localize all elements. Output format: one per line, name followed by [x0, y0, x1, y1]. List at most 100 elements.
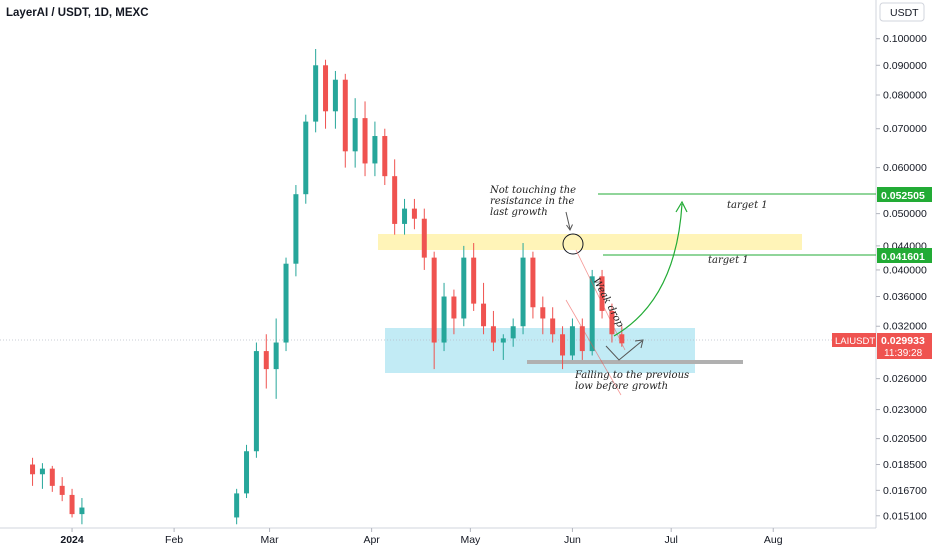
candle[interactable] — [49, 465, 55, 492]
candle[interactable] — [293, 185, 299, 277]
candle[interactable] — [362, 101, 368, 177]
y-tick-label: 0.050000 — [883, 208, 927, 220]
x-tick-label: Mar — [261, 534, 280, 546]
candle[interactable] — [303, 114, 309, 204]
candle[interactable] — [540, 296, 546, 335]
candle-body — [362, 118, 368, 164]
candle[interactable] — [530, 251, 536, 319]
candle[interactable] — [59, 477, 65, 502]
candle[interactable] — [313, 49, 319, 133]
candle[interactable] — [372, 121, 378, 177]
candle[interactable] — [253, 342, 259, 458]
candle-body — [372, 136, 378, 164]
candle-body — [253, 351, 259, 452]
candle-body — [540, 307, 546, 319]
support-zone[interactable] — [385, 328, 695, 373]
candle[interactable] — [332, 70, 338, 129]
candle[interactable] — [382, 128, 388, 186]
candle[interactable] — [234, 488, 240, 525]
currency-button-label: USDT — [890, 7, 919, 19]
candle[interactable] — [79, 498, 85, 525]
currency-button[interactable]: USDT — [879, 2, 925, 22]
svg-text:11:39:28: 11:39:28 — [884, 348, 923, 359]
candle[interactable] — [244, 444, 250, 499]
candle[interactable] — [481, 282, 487, 335]
candle-body — [500, 338, 506, 343]
candle[interactable] — [520, 243, 526, 335]
candle-body — [323, 65, 329, 112]
y-tick-label: 0.015100 — [883, 510, 927, 522]
candle[interactable] — [39, 463, 45, 489]
falling-note-line-2: low before growth — [575, 381, 668, 392]
candle[interactable] — [451, 289, 457, 335]
candle[interactable] — [500, 334, 506, 360]
candle[interactable] — [30, 457, 36, 486]
candle[interactable] — [490, 310, 496, 352]
candle-body — [520, 257, 526, 327]
candle[interactable] — [510, 318, 516, 347]
resistance-note-line-3: last growth — [490, 207, 548, 218]
bounce-arrow[interactable] — [605, 340, 643, 361]
growth-curve-arrow[interactable] — [613, 203, 683, 337]
candle[interactable] — [569, 318, 575, 360]
candle-body — [59, 485, 65, 495]
previous-low-line[interactable] — [527, 360, 743, 364]
candle-body — [49, 468, 55, 486]
resistance-circle[interactable] — [562, 233, 584, 255]
candle[interactable] — [579, 318, 585, 360]
candle-body — [392, 176, 398, 224]
candle[interactable] — [402, 198, 408, 235]
weak-drop-line-upper[interactable] — [575, 249, 626, 351]
candle[interactable] — [352, 98, 358, 168]
resistance-note-line-2: resistance in the — [490, 196, 575, 207]
y-tick-label: 0.036000 — [883, 291, 927, 303]
x-tick-label: Aug — [764, 534, 783, 546]
candle-body — [530, 257, 536, 308]
candle[interactable] — [411, 198, 417, 230]
candle-body — [490, 326, 496, 343]
candle-body — [461, 257, 467, 319]
candle-body — [234, 493, 240, 518]
weak-drop-line-lower[interactable] — [565, 299, 622, 396]
candle-body — [550, 318, 556, 335]
candle-body — [273, 342, 279, 370]
candle[interactable] — [323, 59, 329, 129]
candle[interactable] — [431, 251, 437, 370]
resistance-zone[interactable] — [378, 234, 802, 250]
candle-body — [402, 208, 408, 224]
candle[interactable] — [471, 243, 477, 311]
y-tick-label: 0.016700 — [883, 485, 927, 497]
svg-text:0.029933: 0.029933 — [881, 335, 925, 347]
x-tick-label: 2024 — [60, 534, 84, 546]
x-tick-label: Apr — [363, 534, 380, 546]
candle[interactable] — [263, 334, 269, 389]
candle[interactable] — [421, 208, 427, 270]
candle-body — [30, 464, 36, 475]
candle-body — [283, 263, 289, 343]
pointer-arrow — [565, 211, 571, 230]
chart-title: LayerAI / USDT, 1D, MEXC — [6, 7, 149, 19]
y-tick-label: 0.060000 — [883, 162, 927, 174]
candle[interactable] — [550, 307, 556, 343]
candle-body — [293, 194, 299, 264]
svg-text:0.041601: 0.041601 — [881, 251, 925, 263]
candle[interactable] — [69, 488, 75, 518]
candle[interactable] — [273, 318, 279, 399]
candle[interactable] — [599, 269, 605, 319]
candle-body — [382, 136, 388, 177]
candle[interactable] — [283, 257, 289, 352]
candle-body — [560, 334, 566, 356]
candle-body — [619, 334, 625, 344]
candle-body — [421, 218, 427, 258]
candle-body — [342, 79, 348, 152]
candle-body — [599, 276, 605, 311]
candle[interactable] — [441, 282, 447, 352]
candle[interactable] — [461, 245, 467, 327]
candle[interactable] — [560, 326, 566, 370]
candle[interactable] — [392, 159, 398, 235]
candle-body — [431, 257, 437, 343]
candle[interactable] — [589, 269, 595, 356]
candle[interactable] — [342, 73, 348, 168]
symbol-label-badge: LAIUSDT — [832, 333, 876, 347]
